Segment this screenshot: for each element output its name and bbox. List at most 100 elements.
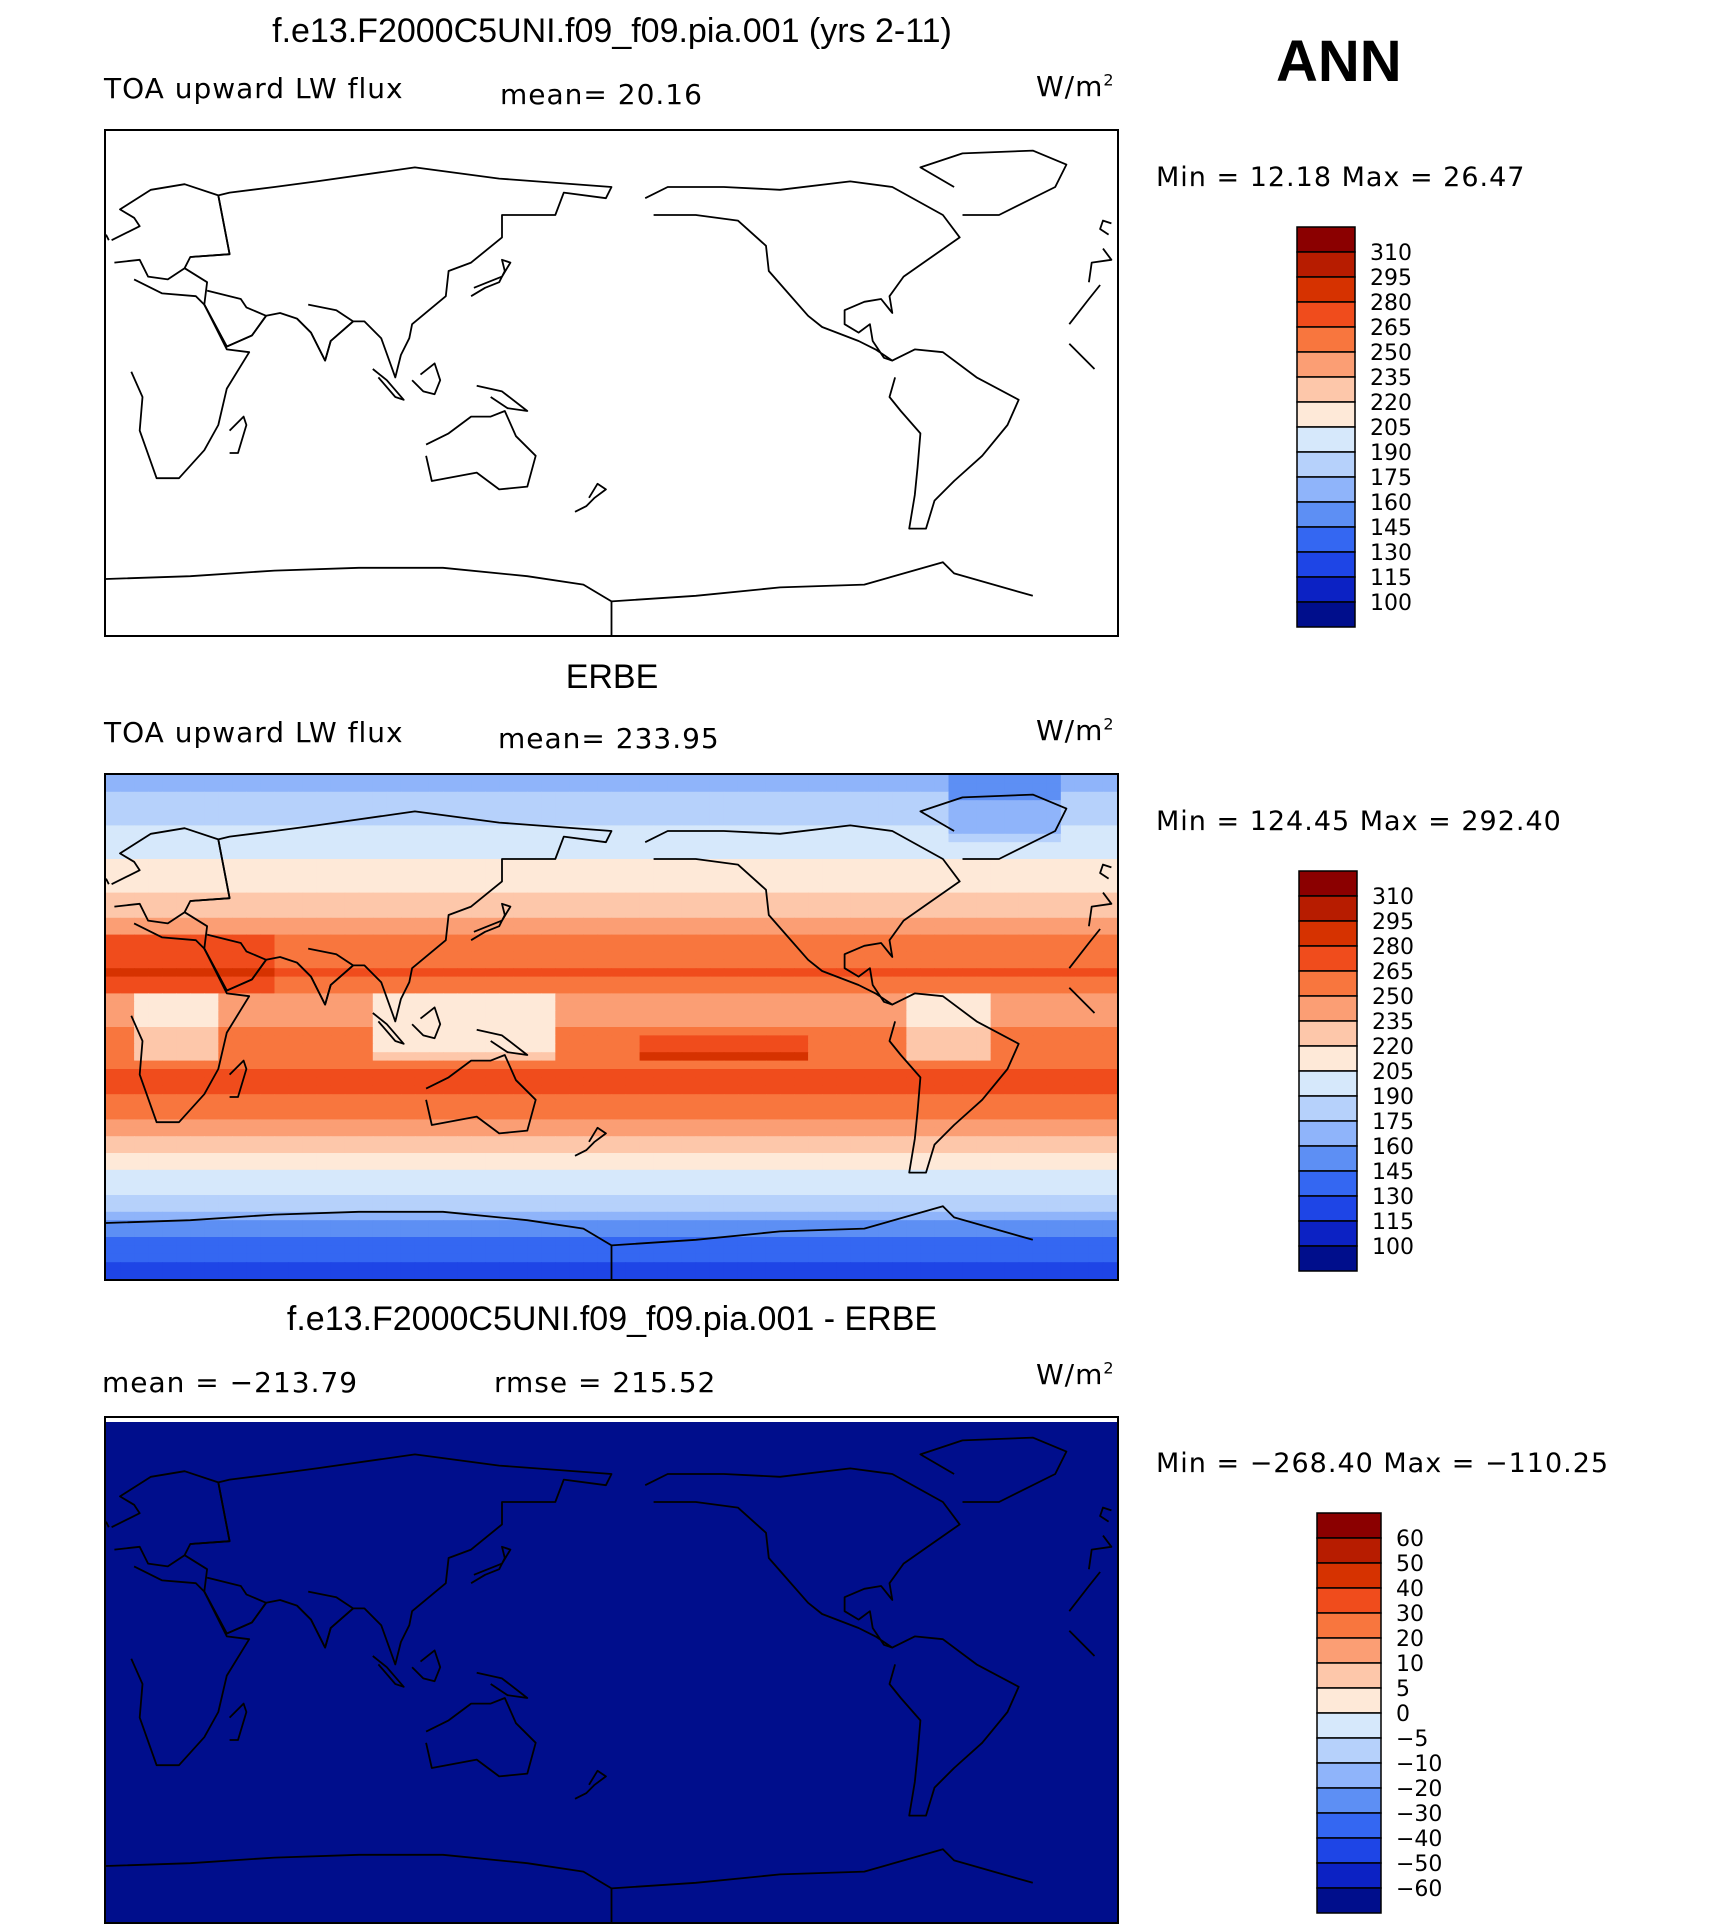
field-cell xyxy=(400,842,416,852)
field-cell xyxy=(583,875,599,885)
field-cell xyxy=(1088,951,1104,961)
field-cell xyxy=(288,833,304,843)
field-cell xyxy=(499,884,514,894)
field-cell xyxy=(765,1027,781,1036)
field-cell xyxy=(822,1262,837,1272)
field-cell xyxy=(316,917,332,927)
field-cell xyxy=(1074,1144,1090,1154)
field-cell xyxy=(232,833,248,843)
field-cell xyxy=(372,1178,388,1188)
field-cell xyxy=(569,1052,585,1062)
field-cell xyxy=(218,1169,233,1179)
field-cell xyxy=(681,1161,697,1171)
field-cell xyxy=(134,1069,149,1078)
field-cell xyxy=(836,1001,851,1011)
field-cell xyxy=(569,1111,585,1120)
field-cell xyxy=(106,825,121,835)
field-cell xyxy=(218,1178,233,1188)
field-cell xyxy=(190,825,205,835)
field-cell xyxy=(148,934,163,944)
field-cell xyxy=(232,1186,248,1196)
field-cell xyxy=(667,775,683,784)
field-cell xyxy=(695,926,711,936)
field-cell xyxy=(358,825,374,835)
field-cell xyxy=(569,1043,585,1053)
field-cell xyxy=(1102,1085,1117,1095)
field-cell xyxy=(148,1144,163,1154)
field-cell xyxy=(723,1245,739,1255)
field-cell xyxy=(400,993,416,1003)
field-cell xyxy=(190,1169,205,1179)
field-cell xyxy=(288,808,304,818)
field-cell xyxy=(316,1270,332,1279)
field-cell xyxy=(751,1102,767,1112)
field-cell xyxy=(176,1161,191,1171)
field-cell xyxy=(513,1052,528,1062)
field-cell xyxy=(864,817,879,826)
field-cell xyxy=(1060,1153,1076,1162)
field-cell xyxy=(892,1001,907,1011)
field-cell xyxy=(106,1018,121,1028)
field-cell xyxy=(457,1069,472,1078)
field-cell xyxy=(302,1136,318,1146)
field-cell xyxy=(527,1161,542,1171)
field-cell xyxy=(583,926,599,936)
field-cell xyxy=(1018,791,1034,801)
field-cell xyxy=(569,1237,585,1246)
field-cell xyxy=(204,985,219,994)
field-cell xyxy=(625,892,641,902)
field-cell xyxy=(246,1027,262,1036)
field-cell xyxy=(414,1077,430,1087)
field-cell xyxy=(428,1077,444,1087)
field-cell xyxy=(1102,775,1117,784)
field-cell xyxy=(653,800,669,810)
field-cell xyxy=(527,791,542,801)
field-cell xyxy=(134,1010,149,1020)
field-cell xyxy=(344,892,360,902)
field-cell xyxy=(316,1245,332,1255)
field-cell xyxy=(864,1144,879,1154)
field-cell xyxy=(443,968,458,978)
field-cell xyxy=(555,1153,570,1162)
field-cell xyxy=(106,833,121,843)
field-cell xyxy=(934,1035,950,1045)
field-cell xyxy=(541,1153,556,1162)
field-cell xyxy=(906,1211,922,1221)
field-cell xyxy=(232,892,248,902)
field-cell xyxy=(499,825,514,835)
field-cell xyxy=(723,959,739,969)
field-cell xyxy=(709,859,725,868)
field-cell xyxy=(878,909,893,919)
field-cell xyxy=(667,968,683,978)
field-cell xyxy=(541,1237,556,1246)
field-cell xyxy=(485,959,500,969)
field-cell xyxy=(513,791,528,801)
field-cell xyxy=(218,791,233,801)
field-cell xyxy=(569,1027,585,1036)
field-cell xyxy=(667,943,683,952)
field-cell xyxy=(962,1161,978,1171)
field-cell xyxy=(106,1237,121,1246)
field-cell xyxy=(709,1069,725,1078)
field-cell xyxy=(162,1060,177,1070)
field-cell xyxy=(541,1161,556,1171)
field-cell xyxy=(765,934,781,944)
field-cell xyxy=(597,842,613,852)
field-cell xyxy=(1102,1203,1117,1213)
field-cell xyxy=(260,1228,276,1238)
field-cell xyxy=(471,1144,486,1154)
field-cell xyxy=(948,993,964,1003)
field-cell xyxy=(822,1094,837,1104)
field-cell xyxy=(737,1119,753,1129)
field-cell xyxy=(765,1186,781,1196)
field-cell xyxy=(836,993,851,1003)
field-cell xyxy=(611,943,627,952)
field-cell xyxy=(681,1010,697,1020)
field-cell xyxy=(148,1169,163,1179)
colorbar-tick-label: 30 xyxy=(1396,1602,1424,1627)
field-cell xyxy=(372,1119,388,1129)
field-cell xyxy=(962,909,978,919)
field-cell xyxy=(513,976,528,986)
field-cell xyxy=(414,1043,430,1053)
field-cell xyxy=(1102,1001,1117,1011)
